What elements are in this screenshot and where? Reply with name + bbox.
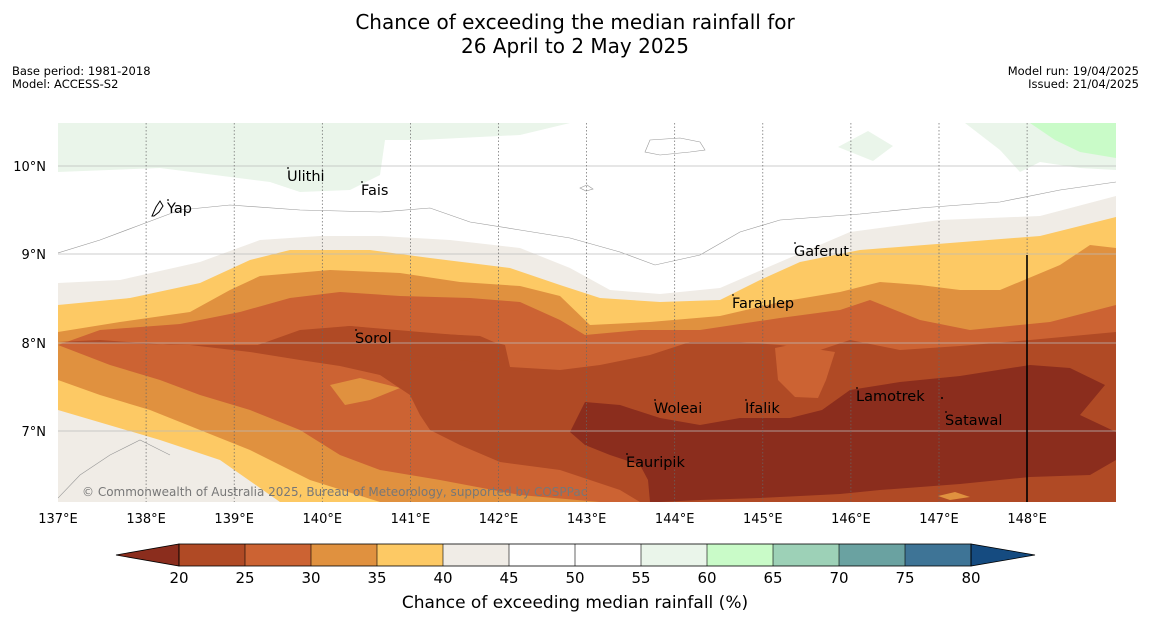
colorbar-tick-label: 45: [499, 569, 518, 587]
colorbar-segment: [245, 544, 311, 566]
island-dot: [287, 167, 289, 169]
colorbar-segment: [575, 544, 641, 566]
colorbar-segment: [839, 544, 905, 566]
colorbar-tick-label: 40: [433, 569, 452, 587]
place-label: Fais: [361, 183, 388, 199]
colorbar-tick-label: 55: [631, 569, 650, 587]
island-dot: [794, 242, 796, 244]
colorbar-tick-label: 70: [829, 569, 848, 587]
island-dot: [361, 181, 363, 183]
island-dot: [941, 397, 943, 399]
colorbar-tick-label: 25: [235, 569, 254, 587]
island-dot: [745, 399, 747, 401]
place-label: Woleai: [654, 401, 702, 417]
island-dot: [945, 411, 947, 413]
issued-date: Issued: 21/04/2025: [1028, 77, 1139, 91]
place-label: Satawal: [945, 413, 1002, 429]
lat-label: 10°N: [13, 160, 46, 175]
colorbar-tick-label: 30: [301, 569, 320, 587]
lon-label: 147°E: [919, 512, 959, 527]
meta-right: Model run: 19/04/2025 Issued: 21/04/2025: [1008, 65, 1139, 91]
colorbar-segment: [773, 544, 839, 566]
place-label: Faraulep: [732, 296, 794, 312]
colorbar-extend-low: [115, 543, 180, 567]
colorbar-tick-label: 60: [697, 569, 716, 587]
colorbar-segment: [905, 544, 971, 566]
colorbar-tick-label: 75: [895, 569, 914, 587]
model-name: Model: ACCESS-S2: [12, 77, 119, 91]
place-labels: Ulithi Fais Yap Gaferut Faraulep Sorol Woleai I…: [166, 167, 1002, 471]
colorbar-label: Chance of exceeding median rainfall (%): [401, 593, 749, 613]
colorbar-extend-high: [970, 543, 1036, 567]
colorbar-tick-label: 50: [565, 569, 584, 587]
colorbar-tick-label: 65: [763, 569, 782, 587]
place-label: Ulithi: [287, 169, 325, 185]
copyright-text: © Commonwealth of Australia 2025, Bureau…: [82, 485, 587, 499]
colorbar-segment: [443, 544, 509, 566]
colorbar-segment: [641, 544, 707, 566]
place-label: Eauripik: [626, 455, 685, 471]
colorbar: 20 25 30 35 40 45 50 55 60 65 70 75 80: [115, 543, 1036, 587]
lon-label: 148°E: [1007, 512, 1047, 527]
colorbar-tick-label: 80: [961, 569, 980, 587]
colorbar-segment: [179, 544, 245, 566]
island-dot: [355, 329, 357, 331]
place-label: Gaferut: [794, 244, 849, 260]
place-label: Ifalik: [745, 401, 780, 417]
colorbar-tick-label: 35: [367, 569, 386, 587]
place-label: Yap: [166, 201, 192, 217]
lat-label: 8°N: [22, 337, 47, 352]
colorbar-segment: [509, 544, 575, 566]
lon-label: 141°E: [391, 512, 431, 527]
lon-label: 144°E: [655, 512, 695, 527]
island-dot: [654, 399, 656, 401]
lon-label: 138°E: [126, 512, 166, 527]
lon-label: 146°E: [831, 512, 871, 527]
colorbar-segment: [377, 544, 443, 566]
map-title-line1: Chance of exceeding the median rainfall …: [355, 10, 795, 34]
lon-label: 137°E: [38, 512, 78, 527]
longitude-labels: 137°E 138°E 139°E 140°E 141°E 142°E 143°E 144°E…: [38, 512, 1047, 527]
colorbar-segment: [707, 544, 773, 566]
lat-label: 9°N: [22, 248, 47, 263]
lon-label: 142°E: [479, 512, 519, 527]
island-shapes: [151, 200, 164, 217]
island-dot: [167, 199, 169, 201]
map-title-line2: 26 April to 2 May 2025: [461, 34, 689, 58]
contour-fills: [58, 123, 1116, 502]
model-run: Model run: 19/04/2025: [1007, 64, 1139, 78]
lon-label: 145°E: [743, 512, 783, 527]
island-dot: [732, 294, 734, 296]
latitude-labels: 10°N 9°N 8°N 7°N: [13, 160, 46, 440]
lat-label: 7°N: [22, 425, 47, 440]
place-label: Sorol: [355, 331, 392, 347]
lon-label: 140°E: [303, 512, 343, 527]
place-label: Lamotrek: [856, 389, 925, 405]
lon-label: 139°E: [214, 512, 254, 527]
lon-label: 143°E: [567, 512, 607, 527]
colorbar-segment: [311, 544, 377, 566]
base-period: Base period: 1981-2018: [12, 64, 151, 78]
meta-left: Base period: 1981-2018 Model: ACCESS-S2: [12, 65, 151, 91]
island-dot: [626, 453, 628, 455]
island-dot: [856, 387, 858, 389]
colorbar-tick-label: 20: [169, 569, 188, 587]
